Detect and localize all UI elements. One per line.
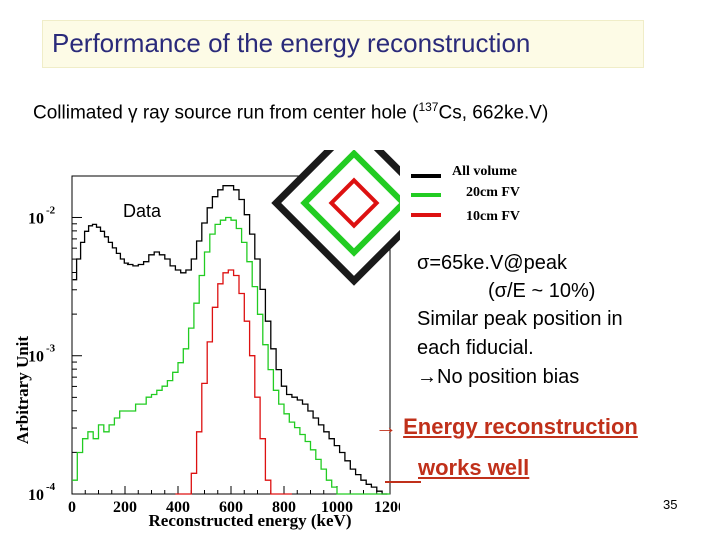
x-tick-label: 1200: [374, 499, 400, 516]
x-tick-label: 200: [113, 499, 137, 516]
y-axis-label: Arbitrary Unit: [13, 336, 32, 444]
series-line-all-volume: [72, 185, 388, 495]
gamma-symbol: γ: [128, 102, 138, 124]
y-tick-exponent: -2: [46, 204, 56, 216]
legend-label-10cm: 10cm FV: [466, 209, 521, 224]
y-tick-label: 10: [28, 349, 44, 366]
no-bias-text: →No position bias: [417, 362, 579, 392]
no-bias-label: No position bias: [437, 366, 580, 388]
legend-swatch-10cm: [411, 213, 441, 217]
y-tick-label: 10: [28, 487, 44, 504]
y-tick-exponent: -4: [46, 481, 56, 493]
conclusion-underline: [385, 481, 421, 483]
series-line-20cm-fv: [72, 216, 390, 495]
fiducial-text: each fiducial.: [417, 337, 534, 359]
isotope-mass-number: 137: [418, 100, 439, 114]
y-tick-exponent: -3: [46, 343, 56, 355]
legend-label-all-volume: All volume: [452, 164, 517, 179]
x-tick-label: 600: [219, 499, 243, 516]
fv10-square: [328, 177, 380, 229]
slide-subtitle: Collimated γ ray source run from center …: [33, 100, 548, 124]
x-tick-label: 0: [68, 499, 76, 516]
x-tick-label: 800: [272, 499, 296, 516]
chart-title: Data: [123, 201, 162, 221]
peak-position-text: Similar peak position in: [417, 308, 623, 330]
fiducial-volume-diagram: [271, 150, 400, 286]
x-tick-label: 1000: [321, 499, 353, 516]
conclusion-text-2: works well: [418, 455, 530, 480]
series-line-10cm-fv: [175, 269, 292, 495]
conclusion-text-1: Energy reconstruction: [403, 414, 638, 439]
legend-swatch-20cm: [411, 193, 441, 197]
title-box: [42, 20, 644, 68]
legend-swatch-all-volume: [411, 174, 441, 178]
x-tick-label: 400: [166, 499, 190, 516]
conclusion-line-1: → Energy reconstruction: [375, 414, 638, 440]
relative-resolution-text: (σ/E ~ 10%): [488, 280, 596, 302]
resolution-text: σ=65ke.V@peak: [417, 252, 567, 274]
subtitle-pre: Collimated: [33, 102, 129, 124]
conclusion-line-2: works well: [418, 455, 529, 481]
arrow-icon: →: [417, 366, 437, 388]
conclusion-arrow-icon: →: [375, 414, 397, 439]
slide-title: Performance of the energy reconstruction: [52, 28, 531, 58]
x-axis-label: Reconstructed energy (keV): [149, 511, 352, 530]
series-group: [72, 185, 390, 495]
energy-histogram-plot: 02004006008001000120010-410-310-2 Data A…: [13, 150, 400, 530]
legend-label-20cm: 20cm FV: [466, 185, 521, 200]
y-tick-label: 10: [28, 210, 44, 227]
axis-ticks: 02004006008001000120010-410-310-2: [28, 204, 400, 516]
subtitle-post: Cs, 662ke.V): [438, 102, 549, 124]
subtitle-mid: ray source run from center hole (: [137, 102, 419, 124]
page-number: 35: [663, 497, 678, 512]
